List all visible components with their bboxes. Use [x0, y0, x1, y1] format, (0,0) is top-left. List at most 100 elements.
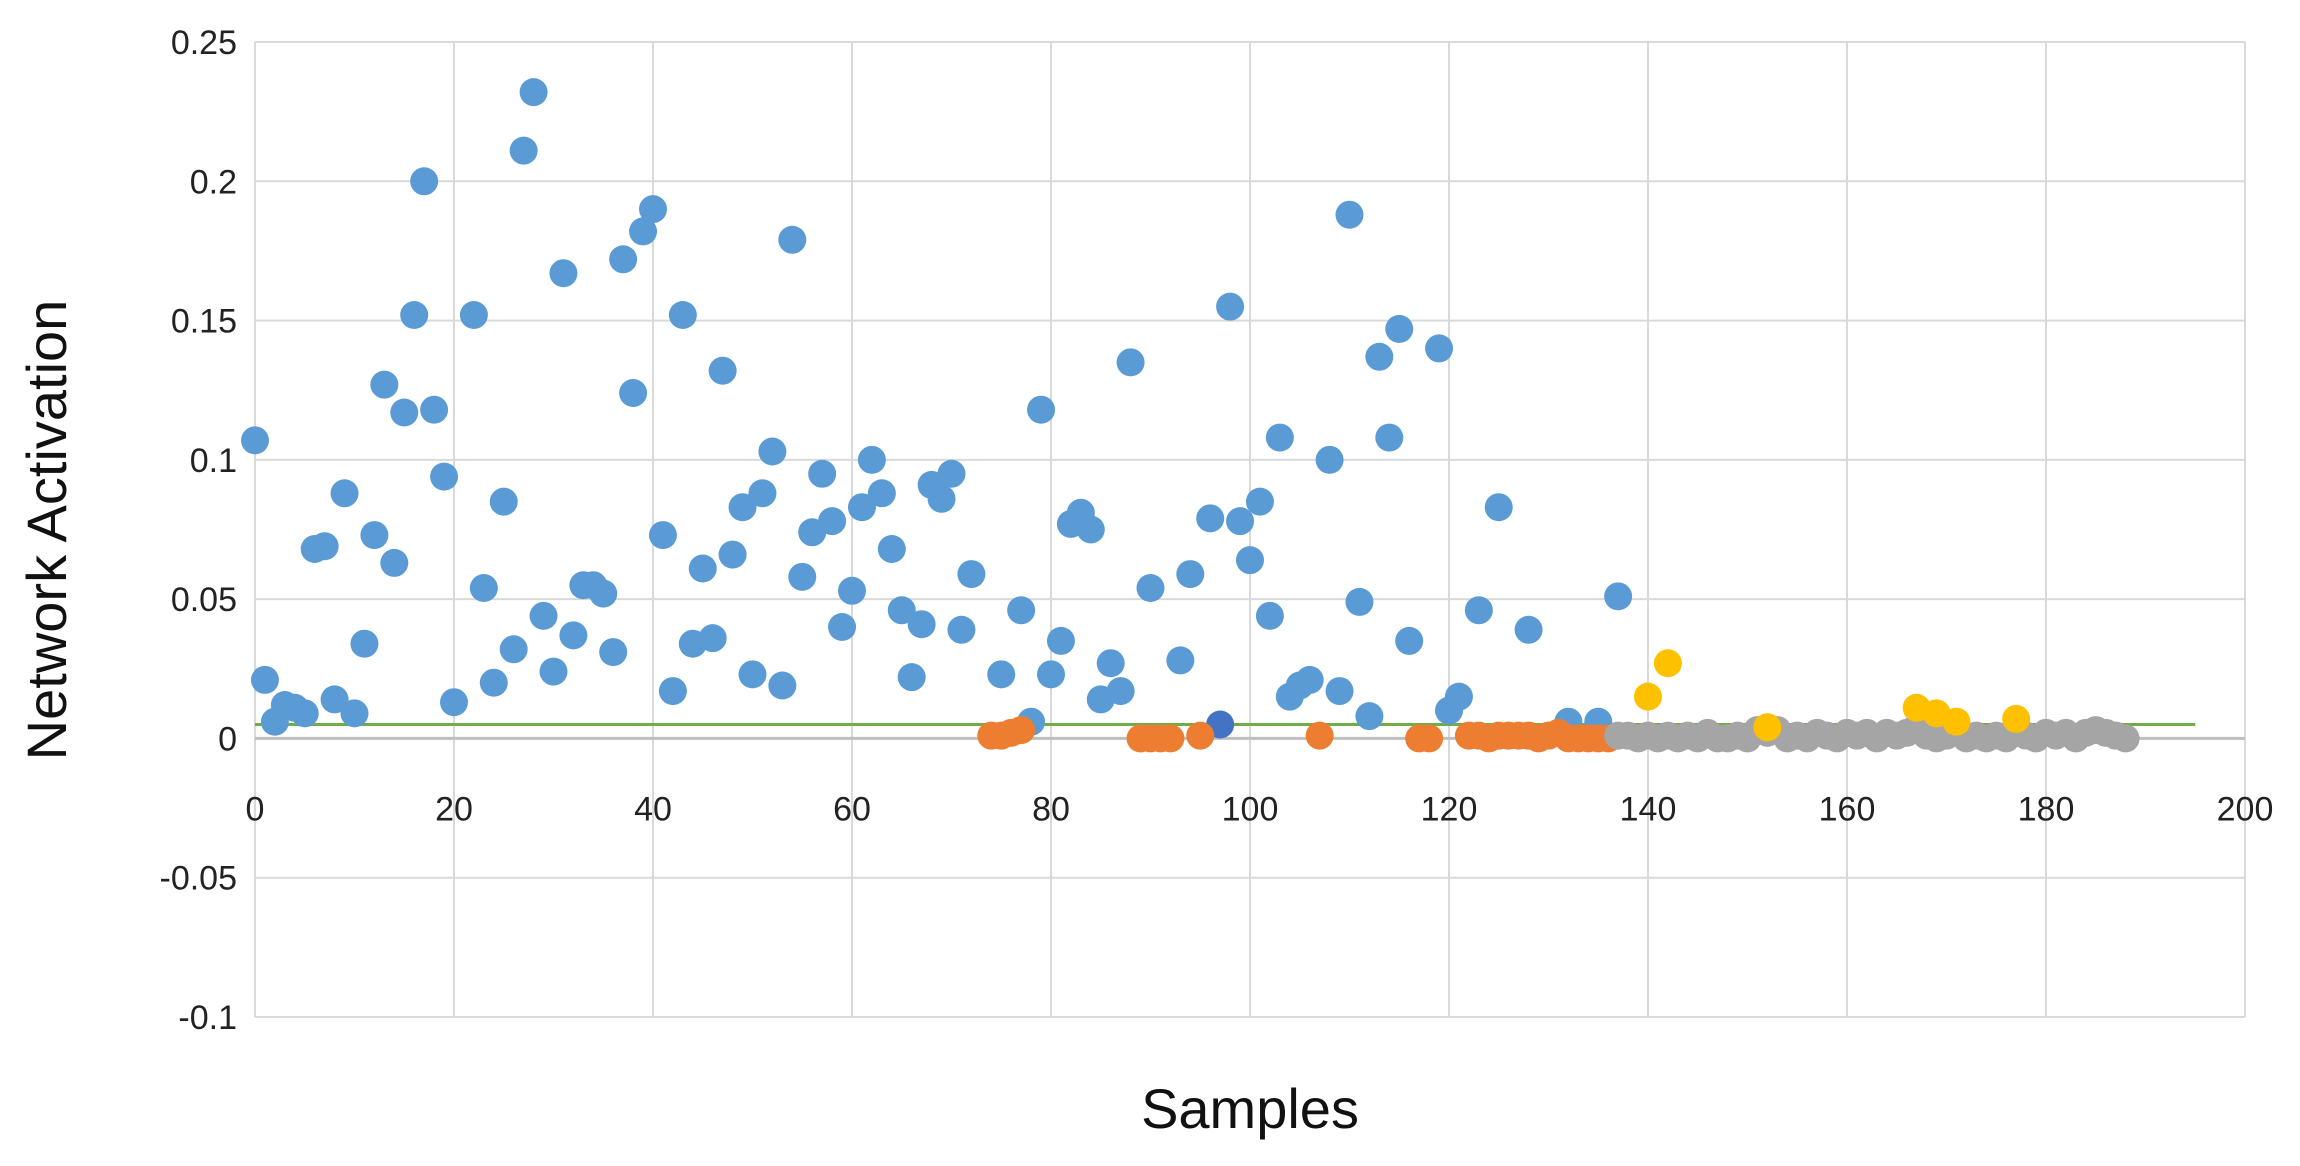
data-point-series-1 — [1106, 677, 1135, 706]
data-point-series-1 — [1166, 646, 1195, 675]
data-point-series-1 — [1196, 504, 1225, 533]
data-point-series-1 — [808, 459, 837, 488]
data-point-series-1 — [877, 535, 906, 563]
data-point-series-1 — [489, 487, 518, 516]
data-point-series-3 — [1156, 724, 1185, 753]
data-point-series-1 — [1335, 200, 1364, 229]
y-tick-label: 0.15 — [171, 303, 237, 341]
data-point-series-1 — [788, 562, 817, 591]
data-point-series-1 — [539, 657, 568, 686]
data-point-series-1 — [320, 685, 349, 714]
data-point-series-1 — [509, 136, 538, 165]
data-point-series-1 — [987, 660, 1016, 689]
y-axis-title: Network Activation — [15, 300, 78, 761]
data-point-series-1 — [420, 395, 449, 424]
data-point-series-1 — [1265, 423, 1294, 452]
data-point-series-1 — [1236, 546, 1264, 575]
data-point-series-1 — [1027, 395, 1056, 424]
data-point-series-1 — [1425, 334, 1454, 363]
data-point-series-1 — [1096, 649, 1125, 678]
data-point-series-5 — [1942, 707, 1971, 736]
data-point-series-1 — [639, 195, 667, 224]
y-tick-label: 0 — [218, 720, 237, 758]
data-point-series-1 — [479, 668, 508, 697]
data-point-series-1 — [469, 574, 498, 602]
x-tick-label: 180 — [2018, 790, 2075, 828]
data-point-series-1 — [748, 479, 777, 508]
data-point-series-1 — [390, 398, 419, 427]
data-point-series-3 — [1007, 716, 1036, 745]
data-point-series-1 — [907, 610, 936, 639]
data-point-series-1 — [629, 217, 658, 246]
data-point-series-1 — [1375, 423, 1404, 452]
data-point-series-1 — [400, 301, 429, 329]
data-point-series-1 — [1245, 487, 1274, 516]
y-tick-label: -0.1 — [178, 999, 237, 1037]
data-point-series-1 — [1444, 682, 1473, 711]
data-point-series-1 — [927, 484, 956, 513]
x-tick-label: 80 — [1032, 790, 1070, 828]
data-point-series-3 — [1305, 721, 1334, 750]
data-point-series-1 — [937, 459, 966, 488]
data-point-series-1 — [718, 540, 747, 569]
y-tick-label: 0.25 — [171, 24, 237, 62]
data-point-series-1 — [330, 479, 359, 508]
y-tick-label: 0.1 — [190, 442, 237, 480]
data-point-series-1 — [867, 479, 896, 508]
data-point-series-1 — [847, 493, 876, 522]
data-point-series-1 — [459, 301, 488, 329]
x-tick-label: 120 — [1421, 790, 1478, 828]
x-tick-label: 140 — [1620, 790, 1677, 828]
data-point-series-1 — [619, 379, 648, 407]
x-axis-title: Samples — [1141, 1077, 1359, 1140]
data-point-series-1 — [957, 560, 986, 589]
data-point-series-1 — [768, 671, 797, 700]
data-point-series-1 — [838, 576, 866, 605]
data-point-series-1 — [758, 437, 787, 466]
data-point-series-1 — [350, 629, 379, 658]
data-point-series-1 — [1345, 587, 1374, 616]
data-point-series-1 — [1365, 342, 1394, 371]
data-point-series-5 — [1634, 682, 1662, 711]
x-tick-label: 20 — [435, 790, 473, 828]
data-point-series-1 — [1046, 626, 1075, 655]
y-tick-label: 0.05 — [171, 581, 237, 619]
x-tick-label: 100 — [1222, 790, 1279, 828]
data-point-series-1 — [1385, 314, 1414, 343]
data-point-series-1 — [1604, 582, 1633, 611]
x-tick-label: 0 — [246, 790, 265, 828]
data-point-series-1 — [887, 596, 916, 625]
data-point-series-1 — [698, 624, 727, 653]
data-point-series-1 — [430, 462, 459, 491]
data-point-series-1 — [658, 677, 687, 706]
y-tick-label: 0.2 — [190, 163, 237, 201]
data-point-series-1 — [499, 635, 528, 664]
data-point-series-1 — [529, 601, 558, 630]
data-point-series-1 — [1484, 493, 1513, 522]
data-point-series-1 — [1007, 596, 1036, 625]
data-point-series-1 — [728, 493, 757, 522]
data-point-series-1 — [241, 426, 269, 455]
data-point-series-1 — [1255, 601, 1284, 630]
data-point-series-1 — [340, 699, 369, 728]
data-point-series-1 — [310, 532, 339, 561]
data-point-series-1 — [1176, 560, 1205, 589]
data-point-series-1 — [1325, 677, 1354, 706]
data-point-series-1 — [370, 370, 399, 399]
data-point-series-1 — [648, 521, 677, 550]
data-point-series-1 — [738, 660, 767, 689]
data-point-series-1 — [668, 301, 697, 329]
data-point-series-1 — [609, 245, 638, 274]
data-point-series-1 — [380, 548, 409, 577]
data-point-series-1 — [360, 521, 389, 550]
data-point-series-1 — [290, 699, 319, 728]
data-point-series-1 — [1136, 574, 1165, 602]
data-point-series-1 — [519, 78, 548, 107]
data-point-series-1 — [549, 259, 578, 288]
data-point-series-1 — [897, 663, 926, 692]
x-tick-label: 40 — [634, 790, 672, 828]
data-point-series-1 — [599, 638, 628, 667]
data-point-series-1 — [1355, 702, 1384, 731]
data-point-series-1 — [559, 621, 588, 650]
